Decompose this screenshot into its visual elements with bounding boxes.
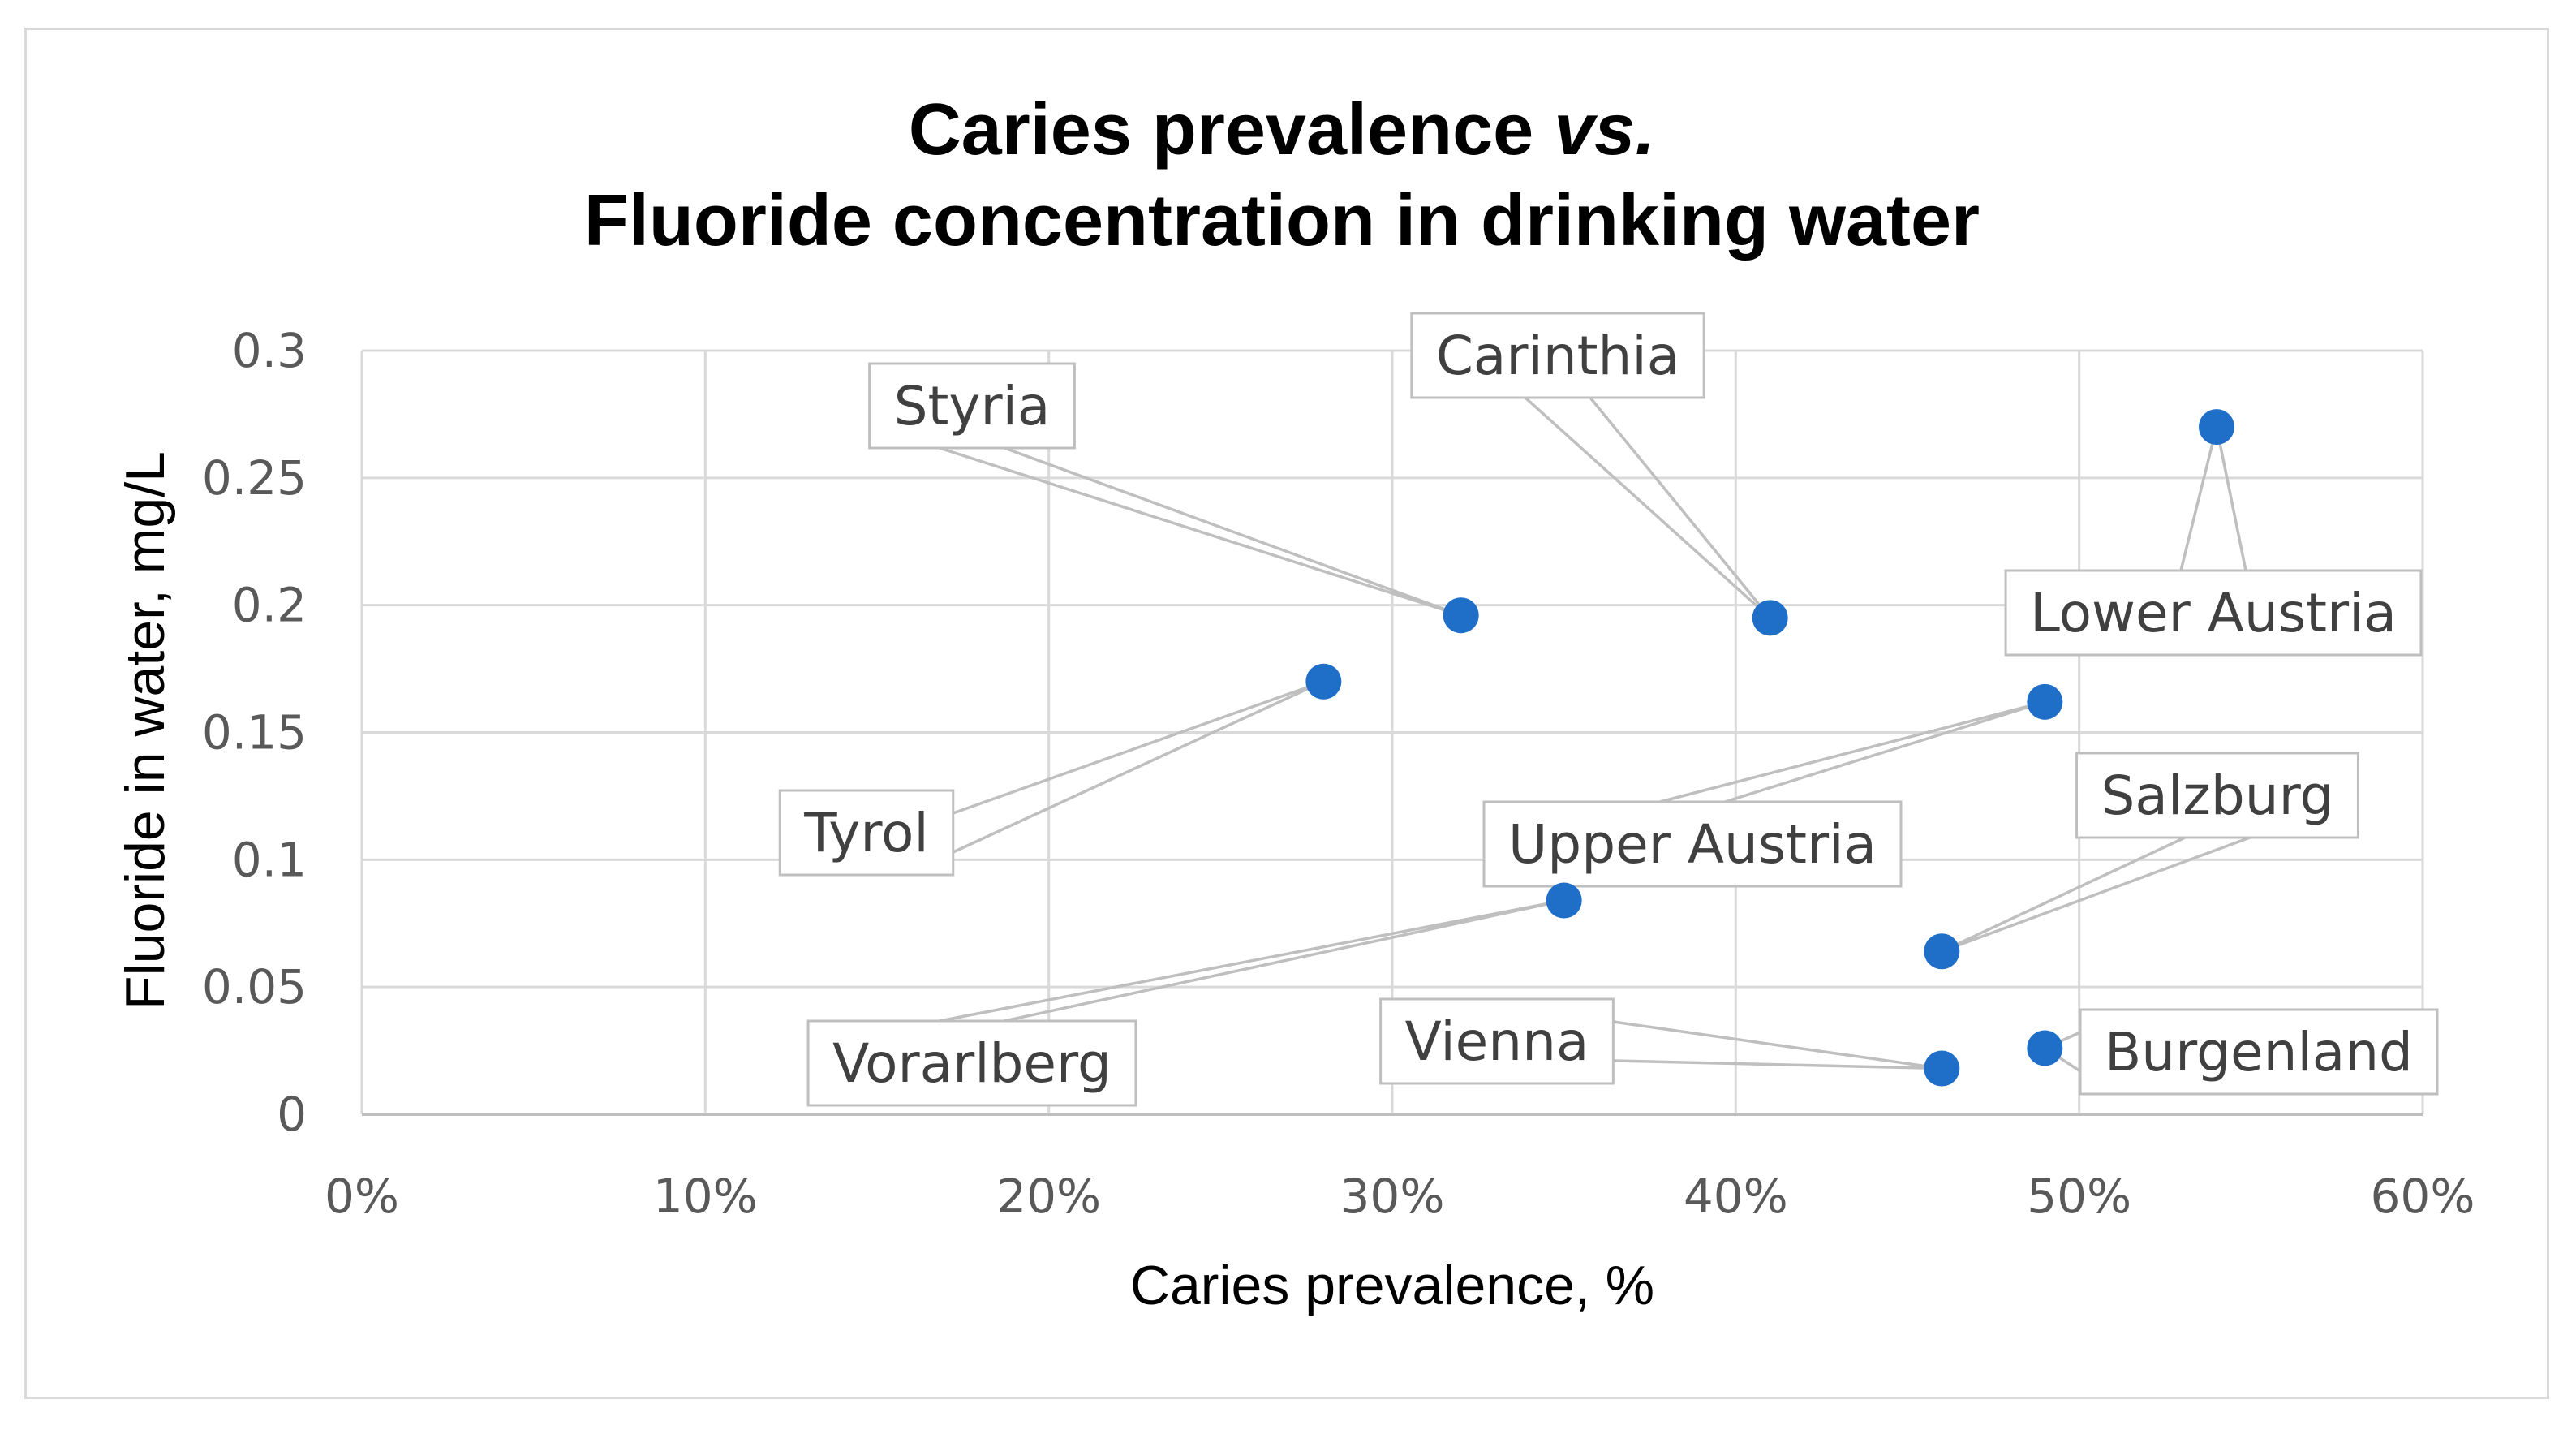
x-tick-label: 60% — [2371, 1169, 2475, 1224]
point-label-text: Upper Austria — [1508, 813, 1877, 876]
y-tick-label: 0 — [277, 1087, 307, 1142]
gridlines — [360, 349, 2424, 1116]
y-axis-ticks: 0 0.05 0.1 0.15 0.2 0.25 0.3 — [202, 323, 307, 1142]
y-axis-label: Fluoride in water, mg/L — [114, 451, 176, 1010]
x-tick-label: 0% — [325, 1169, 399, 1224]
y-tick-label: 0.2 — [232, 578, 307, 633]
point-label-text: Vienna — [1405, 1010, 1589, 1073]
chart-title-line2: Fluoride concentration in drinking water — [584, 180, 1980, 261]
point-label-text: Salzburg — [2101, 765, 2334, 827]
point-label-text: Carinthia — [1436, 325, 1679, 387]
label-leader-line — [1524, 396, 1772, 619]
title-italic-text: vs. — [1554, 89, 1655, 170]
data-point — [1924, 1050, 1960, 1087]
point-label-text: Styria — [894, 375, 1051, 437]
x-tick-label: 40% — [1684, 1169, 1788, 1224]
point-label-box — [868, 362, 1076, 450]
point-label-text: Burgenland — [2105, 1021, 2413, 1083]
point-label-text: Lower Austria — [2030, 582, 2397, 644]
point-label-box — [2075, 752, 2359, 839]
x-tick-label: 30% — [1340, 1169, 1445, 1224]
point-label-box — [1482, 800, 1903, 888]
chart-title-line1: Caries prevalence vs. — [909, 89, 1656, 170]
x-axis-label: Caries prevalence, % — [1130, 1255, 1654, 1316]
point-label-box — [778, 789, 955, 877]
x-tick-label: 20% — [996, 1169, 1101, 1224]
label-leader-line — [1659, 700, 2045, 803]
point-label-text: Tyrol — [803, 802, 929, 864]
label-leader-line — [939, 446, 1462, 617]
title-text: Caries prevalence — [909, 89, 1555, 170]
x-tick-label: 10% — [653, 1169, 758, 1224]
point-label-box — [1379, 997, 1615, 1085]
x-tick-label: 50% — [2027, 1169, 2131, 1224]
data-points — [1305, 409, 2234, 1087]
label-leader-lines — [939, 396, 2251, 1073]
label-leader-line — [1941, 836, 2251, 953]
y-tick-label: 0.3 — [232, 323, 307, 378]
data-point — [1443, 597, 1479, 634]
point-label-box — [2004, 569, 2423, 657]
point-label-text: Vorarlberg — [832, 1032, 1112, 1095]
data-point — [2027, 1030, 2063, 1066]
x-axis-ticks: 0% 10% 20% 30% 40% 50% 60% — [325, 1169, 2475, 1224]
label-leader-line — [953, 680, 1325, 854]
y-tick-label: 0.1 — [232, 832, 307, 887]
data-point — [1924, 933, 1960, 970]
data-point — [2027, 683, 2063, 720]
label-leader-line — [1613, 1020, 1942, 1070]
chart-frame — [24, 28, 2549, 1399]
point-label-box — [2079, 1008, 2439, 1096]
point-label-box — [806, 1019, 1137, 1107]
data-point — [1752, 600, 1788, 636]
y-tick-label: 0.15 — [202, 705, 307, 760]
data-point — [1546, 882, 1582, 919]
data-point — [2199, 409, 2234, 446]
y-tick-label: 0.05 — [202, 959, 307, 1014]
label-leader-line — [2179, 426, 2247, 571]
point-labels: Styria Carinthia Lower Austria Tyrol Upper A… — [778, 312, 2439, 1107]
data-point — [1305, 663, 1342, 700]
chart-title: Caries prevalence vs. Fluoride concentra… — [584, 89, 1980, 261]
point-label-box — [1410, 312, 1705, 399]
y-tick-label: 0.25 — [202, 450, 307, 506]
